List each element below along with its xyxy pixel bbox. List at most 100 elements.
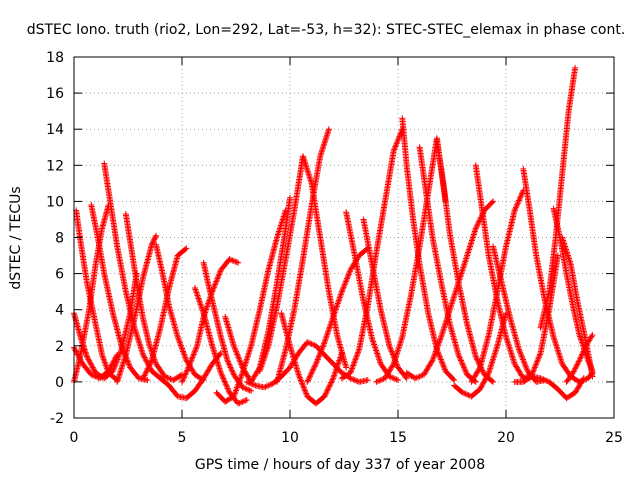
data-point [183,245,190,252]
data-point [83,353,90,360]
data-point [141,372,148,379]
series-arc-3 [73,207,121,384]
data-point [181,352,188,359]
data-point [325,327,332,334]
data-point [161,373,168,380]
data-point [324,331,331,338]
data-point [178,344,185,351]
data-point [142,355,149,362]
data-point [182,246,189,253]
data-point [370,338,377,345]
data-point [146,362,153,369]
data-point [146,361,153,368]
data-point [326,324,333,331]
data-point [331,370,338,377]
data-point [85,356,92,363]
data-point [149,240,156,247]
data-point [197,299,204,306]
data-point [336,294,343,301]
x-tick-label: 10 [281,430,299,446]
series-arc-27 [416,144,479,385]
data-point [193,289,200,296]
data-point [325,126,332,133]
data-point [334,302,341,309]
data-point [126,361,133,368]
y-tick-label: 14 [46,122,64,138]
data-point [195,295,202,302]
data-point [335,299,342,306]
y-tick-label: 6 [55,267,64,283]
data-point [180,349,187,356]
x-tick-label: 5 [178,430,187,446]
data-point [371,341,378,348]
data-point [193,290,200,297]
data-point [337,291,344,298]
data-point [164,374,171,381]
data-point [335,297,342,304]
data-point [140,353,147,360]
data-point [113,357,120,364]
data-point [115,353,122,360]
data-point [125,360,132,367]
data-point [336,296,343,303]
data-point [372,345,379,352]
data-point [182,355,189,362]
x-tick-label: 25 [605,430,623,446]
data-point [373,347,380,354]
data-point [196,298,203,305]
data-point [152,233,159,240]
data-point [375,354,382,361]
series-arc-26 [399,115,458,384]
data-point [343,364,350,371]
data-point [143,357,149,364]
data-point [144,377,151,384]
data-point [166,375,173,382]
data-point [287,194,293,201]
data-point [179,346,186,353]
data-point [119,344,126,351]
data-point [177,342,184,349]
data-point [114,356,121,363]
data-point [142,369,149,376]
data-point [374,351,381,358]
chart-title: dSTEC Iono. truth (rio2, Lon=292, Lat=-5… [27,22,626,38]
data-point [369,337,376,344]
y-axis-label: dSTEC / TECUs [8,186,24,289]
data-point [88,371,95,378]
data-point [89,363,95,370]
data-point [323,334,330,341]
data-point [374,350,381,357]
data-point [196,296,203,303]
data-point [118,342,125,349]
data-point [372,344,379,351]
data-point [375,353,382,360]
y-tick-label: 12 [46,158,64,174]
data-point [177,372,184,379]
data-point [91,367,98,374]
data-point [175,335,182,342]
data-point [149,239,156,246]
y-tick-label: 18 [46,50,64,66]
series-arc-8 [114,232,160,385]
y-tick-label: 10 [46,194,64,210]
data-point [337,293,344,300]
data-point [194,292,201,299]
y-tick-label: 8 [55,231,64,247]
series-arc-24 [360,216,410,382]
data-point [112,360,119,367]
data-point [143,368,150,375]
data-point [90,365,97,372]
data-point [86,357,93,364]
data-point [140,375,147,382]
y-tick-label: 0 [55,375,64,391]
data-point [177,341,184,348]
data-point [373,348,380,355]
data-point [327,321,334,328]
data-point [144,366,151,373]
data-point [195,293,202,300]
data-point [141,354,148,361]
data-point [174,333,181,340]
data-point [153,232,160,239]
y-tick-label: -2 [50,411,64,427]
data-points [71,64,596,407]
